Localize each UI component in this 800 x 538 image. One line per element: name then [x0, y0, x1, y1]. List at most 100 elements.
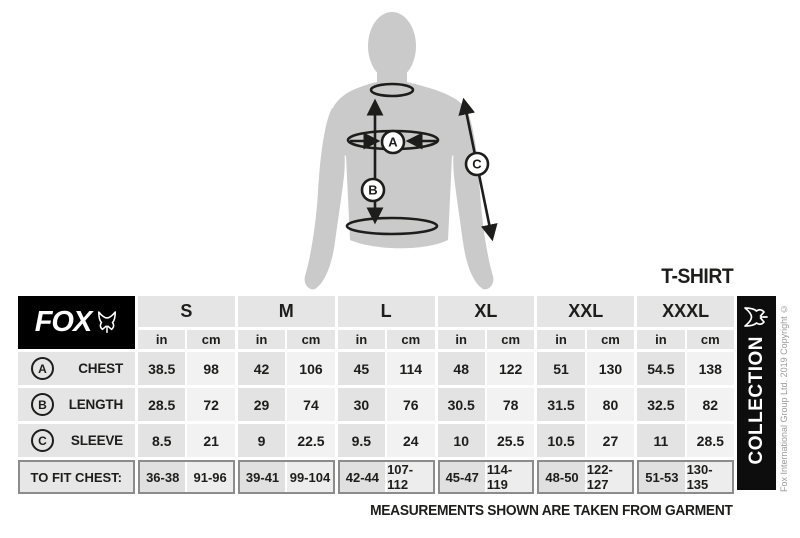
row-label-cell: B LENGTH — [18, 388, 135, 421]
value-cell-cm: 76 — [387, 388, 435, 421]
fit-value-cell-cm: 107-112 — [387, 462, 433, 492]
diagram-marker-b: B — [368, 183, 377, 198]
value-group: 29 74 — [237, 388, 335, 421]
value-cell-cm: 106 — [287, 352, 335, 385]
unit-header-cell: cm — [387, 330, 435, 349]
fit-value-cell-in: 45-47 — [439, 462, 485, 492]
row-label: SLEEVE — [70, 433, 123, 448]
fox-head-icon — [743, 307, 768, 327]
unit-header-cell: cm — [686, 330, 734, 349]
fox-logo: FOX — [18, 296, 135, 349]
value-cell-in: 32.5 — [637, 388, 685, 421]
fit-value-group: 36-38 91-96 — [138, 460, 235, 494]
value-cell-cm: 98 — [187, 352, 235, 385]
diagram-marker-c: C — [472, 157, 482, 172]
unit-header-row: in cm in cm in cm in cm in cm in cm — [138, 330, 734, 349]
value-cell-in: 9.5 — [337, 424, 386, 457]
row-label-cell: C SLEEVE — [18, 424, 135, 457]
unit-header-group: in cm — [237, 330, 335, 349]
value-cell-cm: 80 — [586, 388, 635, 421]
to-fit-chest-row: TO FIT CHEST: 36-38 91-96 39-41 99-104 42-44… — [18, 460, 734, 494]
fit-value-cell-in: 36-38 — [140, 462, 186, 492]
size-chart-table: FOX S M L XL XXL XXXL in cm in cm in cm in cm in cm in c… — [18, 296, 734, 494]
value-cell-cm: 82 — [686, 388, 734, 421]
unit-header-cell: in — [138, 330, 186, 349]
value-cell-cm: 114 — [387, 352, 435, 385]
value-cell-cm: 122 — [486, 352, 535, 385]
value-cell-in: 28.5 — [138, 388, 186, 421]
value-cell-in: 30.5 — [437, 388, 485, 421]
unit-header-cell: in — [537, 330, 585, 349]
copyright-text: Fox International Group Ltd. 2019 Copyri… — [779, 303, 789, 492]
collection-label: COLLECTION — [745, 336, 767, 465]
unit-header-cell: cm — [586, 330, 635, 349]
value-group: 42 106 — [237, 352, 335, 385]
fit-value-cell-in: 42-44 — [339, 462, 386, 492]
value-cell-cm: 74 — [287, 388, 335, 421]
fit-value-cell-cm: 114-119 — [486, 462, 533, 492]
value-cell-cm: 21 — [187, 424, 235, 457]
fit-value-cell-cm: 130-135 — [686, 462, 732, 492]
value-group: 30 76 — [337, 388, 435, 421]
measurement-row: A CHEST 38.5 98 42 106 45 114 48 122 51 130 54.5 138 — [18, 352, 734, 385]
unit-header-group: in cm — [537, 330, 635, 349]
value-cell-cm: 24 — [387, 424, 435, 457]
value-group: 8.5 21 — [138, 424, 235, 457]
value-cell-cm: 130 — [586, 352, 635, 385]
unit-header-cell: in — [237, 330, 286, 349]
unit-header-cell: cm — [187, 330, 235, 349]
unit-header-group: in cm — [437, 330, 535, 349]
value-group: 9 22.5 — [237, 424, 335, 457]
value-group: 48 122 — [437, 352, 535, 385]
value-cell-in: 31.5 — [537, 388, 585, 421]
value-cell-in: 38.5 — [138, 352, 186, 385]
value-cell-cm: 25.5 — [486, 424, 535, 457]
measurement-row: B LENGTH 28.5 72 29 74 30 76 30.5 78 31.5 80 32.5 82 — [18, 388, 734, 421]
value-cell-in: 30 — [337, 388, 386, 421]
value-group: 10 25.5 — [437, 424, 535, 457]
value-cell-cm: 78 — [486, 388, 535, 421]
mannequin-diagram: A B C — [304, 12, 498, 290]
value-group: 11 28.5 — [637, 424, 734, 457]
size-header-cell: L — [337, 296, 435, 327]
unit-header-cell: in — [337, 330, 386, 349]
value-cell-cm: 22.5 — [287, 424, 335, 457]
value-cell-in: 10 — [437, 424, 485, 457]
size-header-cell: XXL — [537, 296, 635, 327]
value-cell-in: 45 — [337, 352, 386, 385]
fit-value-group: 39-41 99-104 — [237, 460, 335, 494]
fit-value-cell-in: 48-50 — [539, 462, 585, 492]
measurement-row: C SLEEVE 8.5 21 9 22.5 9.5 24 10 25.5 10.5 27 11 28.5 — [18, 424, 734, 457]
fit-value-cell-in: 51-53 — [639, 462, 685, 492]
size-header-cell: XL — [437, 296, 535, 327]
page-title: T-SHIRT — [661, 265, 733, 288]
value-cell-in: 11 — [637, 424, 685, 457]
value-cell-in: 54.5 — [637, 352, 685, 385]
value-group: 51 130 — [537, 352, 635, 385]
unit-header-cell: cm — [287, 330, 335, 349]
size-header-cell: S — [138, 296, 235, 327]
unit-header-cell: in — [437, 330, 485, 349]
fox-logo-text: FOX — [34, 306, 93, 338]
value-group: 38.5 98 — [138, 352, 235, 385]
value-cell-in: 51 — [537, 352, 585, 385]
value-cell-cm: 138 — [686, 352, 734, 385]
fit-value-group: 42-44 107-112 — [337, 460, 435, 494]
size-header-cell: XXXL — [637, 296, 734, 327]
diagram-marker-a: A — [388, 135, 398, 150]
fit-value-cell-in: 39-41 — [239, 462, 286, 492]
value-group: 9.5 24 — [337, 424, 435, 457]
value-cell-in: 10.5 — [537, 424, 585, 457]
value-cell-in: 9 — [237, 424, 286, 457]
size-header-cell: M — [237, 296, 335, 327]
row-label: LENGTH — [68, 397, 123, 412]
fit-value-group: 48-50 122-127 — [537, 460, 635, 494]
row-label-cell: A CHEST — [18, 352, 135, 385]
unit-header-group: in cm — [138, 330, 235, 349]
row-marker-badge: A — [31, 357, 54, 380]
value-cell-in: 29 — [237, 388, 286, 421]
value-cell-in: 8.5 — [138, 424, 186, 457]
neck-ellipse — [369, 82, 415, 98]
value-group: 54.5 138 — [637, 352, 734, 385]
